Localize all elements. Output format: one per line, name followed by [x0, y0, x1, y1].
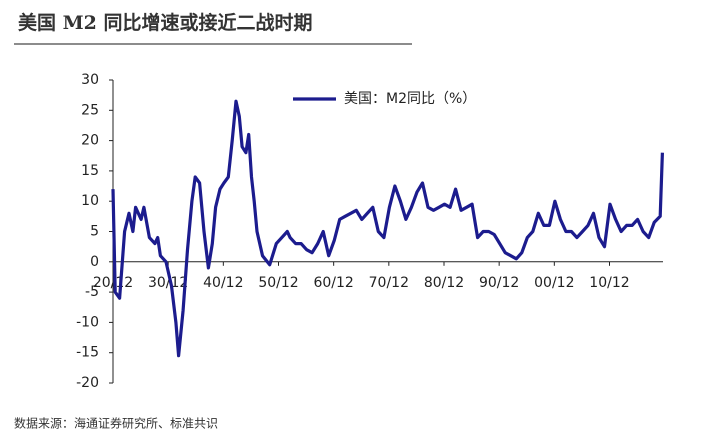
y-tick-label: -20: [76, 375, 99, 391]
x-tick-label: 90/12: [479, 275, 519, 291]
x-tick-label: 80/12: [424, 275, 464, 291]
y-tick-label: 5: [90, 224, 99, 240]
y-tick-label: 15: [81, 163, 99, 179]
x-tick-label: 10/12: [589, 275, 629, 291]
y-tick-label: -5: [85, 284, 99, 300]
x-tick-label: 00/12: [534, 275, 574, 291]
x-tick-label: 30/12: [148, 275, 188, 291]
y-tick-label: 25: [81, 102, 99, 118]
legend-label: 美国：M2同比（%）: [344, 91, 476, 107]
x-tick-label: 70/12: [369, 275, 409, 291]
x-tick-label: 20/12: [93, 275, 133, 291]
x-tick-label: 50/12: [258, 275, 298, 291]
y-tick-label: 30: [81, 72, 99, 88]
x-tick-label: 60/12: [313, 275, 353, 291]
source-note: 数据来源：海通证券研究所、标准共识: [14, 416, 218, 431]
y-tick-label: 20: [81, 133, 99, 149]
chart-title: 美国 M2 同比增速或接近二战时期: [18, 11, 312, 34]
y-tick-label: -10: [76, 314, 99, 330]
y-tick-label: 10: [81, 193, 99, 209]
data-line: [111, 99, 664, 358]
x-tick-label: 40/12: [203, 275, 243, 291]
y-tick-label: 0: [90, 254, 99, 270]
y-tick-label: -15: [76, 345, 99, 361]
